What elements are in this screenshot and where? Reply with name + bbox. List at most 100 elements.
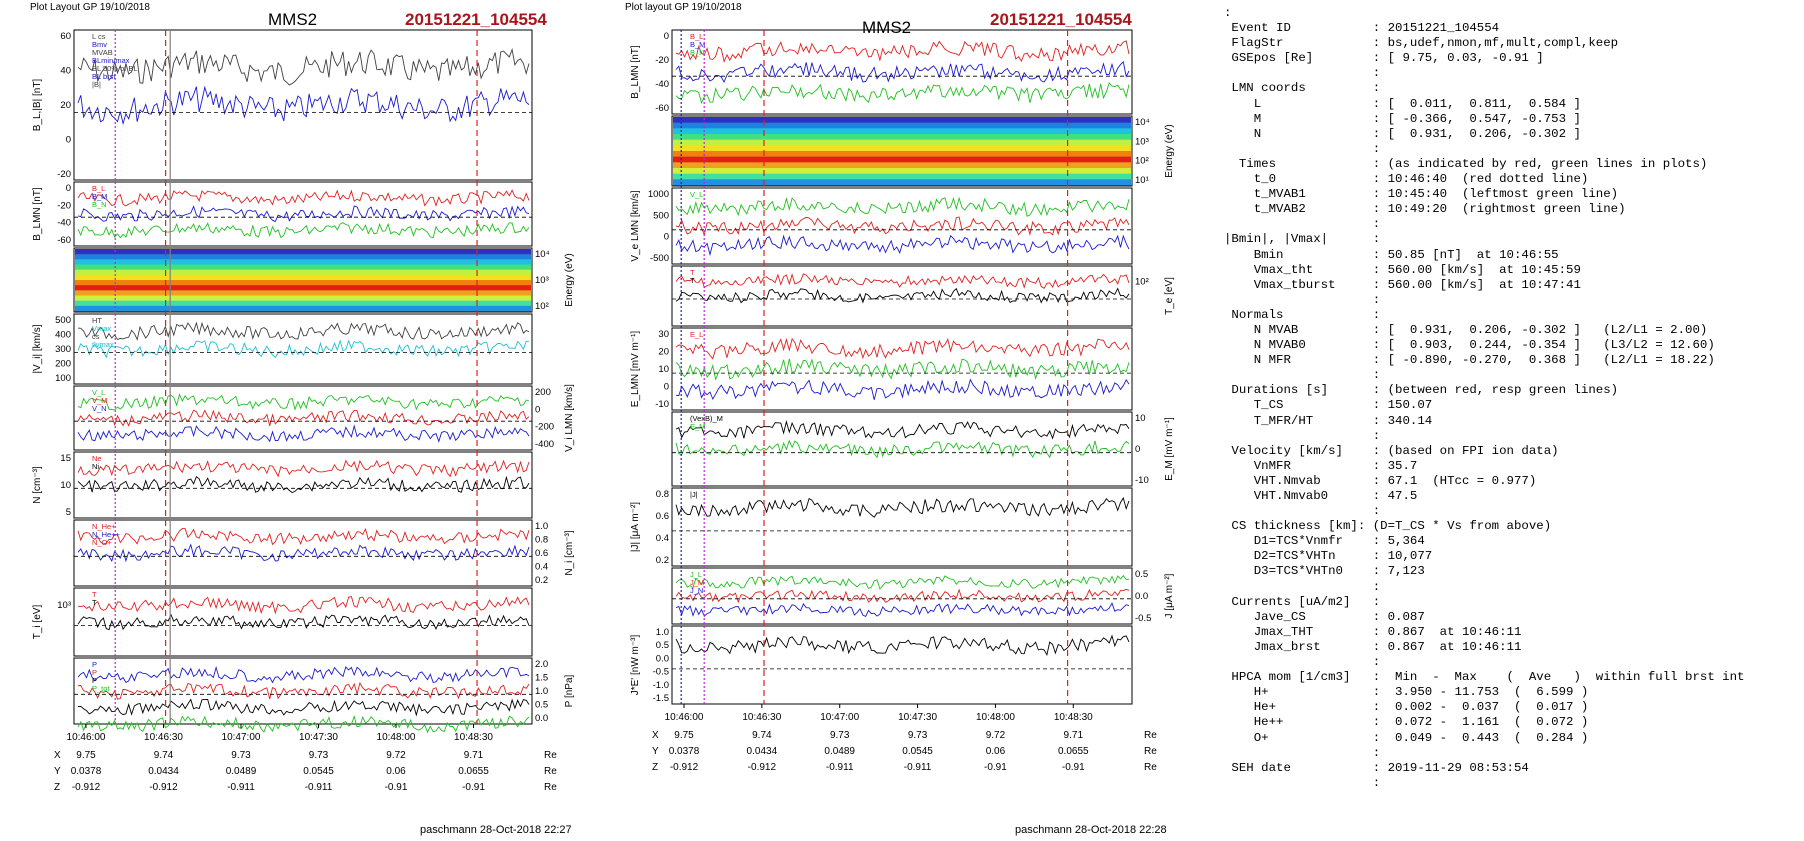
ephem-value: 0.0378 [71, 766, 102, 777]
ephem-value: 9.74 [154, 750, 174, 761]
y-tick-label: -20 [655, 55, 669, 66]
y-tick-label: 0.0 [1135, 591, 1148, 602]
y-tick-label: 10⁴ [535, 249, 550, 260]
spectrogram-band [673, 173, 1131, 180]
left-event-id: 20151221_104554 [405, 10, 547, 29]
ephem-value: 9.73 [830, 730, 850, 741]
summary-line: Durations [s] : (between red, resp green… [1231, 383, 1619, 398]
ephem-value: 0.0655 [458, 766, 489, 777]
ephem-value: 0.0489 [824, 746, 855, 757]
x-tick-label: 10:47:00 [222, 732, 261, 743]
summary-line: : [1372, 655, 1381, 670]
legend-entry: |J| [690, 490, 698, 499]
legend-entry: Ne [92, 454, 102, 463]
summary-line: D3=TCS*VHTn0 : 7,123 [1253, 564, 1425, 579]
summary-line: He+ : 0.002 - 0.037 ( 0.017 ) [1253, 700, 1589, 715]
spectrogram-band [673, 128, 1131, 135]
ephem-value: -0.912 [670, 762, 699, 773]
spectrogram-band [673, 145, 1131, 152]
y-tick-label: 0.5 [656, 640, 669, 651]
series-line [77, 339, 530, 359]
y-tick-label: 1.5 [535, 673, 548, 684]
ephem-name: Z [54, 782, 60, 793]
panel-frame [73, 587, 533, 657]
energy-spectrogram [673, 117, 1131, 186]
legend-entry: |B| [92, 80, 101, 89]
spectrogram-band [75, 254, 531, 260]
legend-entry: cs [92, 332, 100, 341]
summary-line: : [1372, 292, 1381, 307]
y-tick-label: 10⁴ [1135, 117, 1150, 128]
ephem-value: -0.91 [1062, 762, 1085, 773]
y-axis-label: Energy (eV) [564, 253, 575, 306]
spectrogram-band [673, 168, 1131, 175]
summary-line: Vmax_tht : 560.00 [km/s] at 10:45:59 [1253, 262, 1581, 277]
y-tick-label: -10 [655, 399, 669, 410]
series-line [77, 543, 530, 563]
spectrogram-band [75, 280, 531, 286]
y-tick-label: 0.5 [535, 700, 548, 711]
summary-line: N MVAB0 : [ 0.903, 0.244, -0.354 ] (L3/L… [1253, 338, 1715, 353]
y-axis-label: Energy (eV) [1164, 124, 1175, 177]
spectrogram-band [75, 285, 531, 291]
y-tick-label: 0 [664, 382, 669, 393]
middle-spacecraft-title: MMS2 [862, 18, 912, 37]
legend-entry: BL brst [92, 72, 116, 81]
y-tick-label: 5 [66, 507, 71, 518]
series-line [675, 337, 1130, 360]
series-line [675, 216, 1130, 237]
legend-entry: Ni [92, 462, 99, 471]
ephem-value: -0.912 [72, 782, 101, 793]
y-axis-label: T_i [eV] [32, 605, 43, 640]
summary-line: N MFR : [ -0.890, -0.270, 0.368 ] (L2/L1… [1253, 353, 1715, 368]
y-tick-label: 10³ [57, 600, 71, 611]
panel-frame [73, 247, 533, 313]
series-line [77, 613, 530, 631]
panel-frame [73, 519, 533, 587]
middle-layout-label: Plot layout GP 19/10/2018 [625, 2, 742, 13]
legend-entry: HT [92, 316, 102, 325]
summary-line: Velocity [km/s] : (based on FPI ion data… [1231, 443, 1559, 458]
summary-line: : [1372, 775, 1381, 790]
legend-entry: N_He++ [92, 530, 121, 539]
y-tick-label: -200 [535, 422, 554, 433]
spectrogram-band [75, 269, 531, 276]
legend-entry: T [690, 276, 695, 285]
y-tick-label: 1.0 [535, 521, 548, 532]
summary-line: CS thickness [km]: (D=T_CS * Vs from abo… [1231, 519, 1552, 534]
summary-line: : [1372, 217, 1381, 232]
y-tick-label: 30 [658, 329, 669, 340]
series-line [77, 85, 530, 126]
legend-entry: B_M [690, 40, 705, 49]
x-tick-label: 10:48:30 [1054, 712, 1093, 723]
x-tick-label: 10:46:00 [67, 732, 106, 743]
y-tick-label: 0.8 [535, 535, 548, 546]
legend-entry: Vmax [92, 324, 111, 333]
x-tick-label: 10:48:00 [377, 732, 416, 743]
panel-frame [671, 265, 1133, 327]
summary-line: VHT.Nmvab : 67.1 (HTcc = 0.977) [1253, 473, 1537, 488]
summary-line: HPCA mom [1/cm3] : Min - Max ( Ave ) wit… [1231, 670, 1745, 685]
ephem-value: 0.06 [386, 766, 406, 777]
summary-line: t_0 : 10:46:40 (red dotted line) [1253, 172, 1589, 187]
panel-frame [671, 411, 1133, 487]
panel-frame [73, 29, 533, 181]
panel-frame [671, 187, 1133, 265]
y-tick-label: -500 [650, 253, 669, 264]
series-line [77, 424, 530, 443]
ephem-value: 0.0434 [148, 766, 179, 777]
ephem-value: -0.912 [149, 782, 178, 793]
ephem-name: Y [54, 766, 61, 777]
y-tick-label: 0 [66, 135, 71, 146]
y-tick-label: 15 [60, 453, 71, 464]
panel-frame [671, 115, 1133, 187]
y-tick-label: 20 [658, 347, 669, 358]
series-line [77, 527, 530, 546]
x-tick-label: 10:46:00 [665, 712, 704, 723]
series-line [675, 82, 1130, 105]
event-summary: : Event ID : 20151221_104554 FlagStr : b… [1224, 6, 1745, 791]
ephem-value: 9.72 [986, 730, 1006, 741]
panel-frame [73, 451, 533, 519]
y-tick-label: -20 [57, 200, 71, 211]
ephem-unit: Re [1144, 762, 1157, 773]
